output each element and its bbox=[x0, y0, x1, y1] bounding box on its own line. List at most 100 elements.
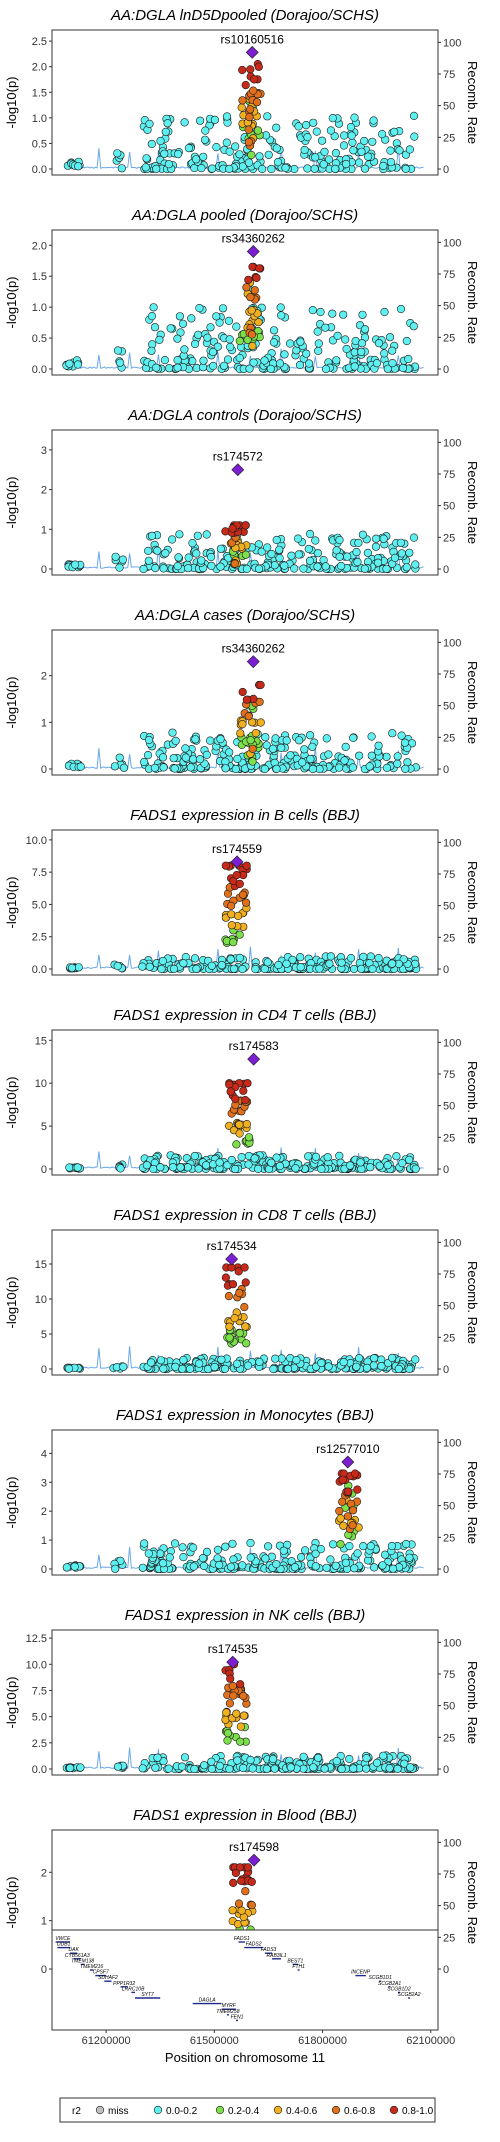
snp-point bbox=[239, 1763, 248, 1773]
snp-point bbox=[152, 363, 161, 372]
snp-point bbox=[226, 1674, 235, 1683]
snp-point bbox=[335, 1151, 344, 1160]
snp-point bbox=[280, 561, 289, 570]
gene-label: VWCE bbox=[55, 1936, 71, 1942]
snp-point bbox=[264, 150, 273, 159]
snp-point bbox=[248, 744, 257, 753]
snp-point bbox=[227, 1155, 236, 1165]
y2-tick-label: 25 bbox=[443, 332, 455, 344]
gene-label: TMEM216 bbox=[80, 1964, 103, 1970]
snp-point bbox=[385, 333, 395, 342]
snp-point bbox=[274, 960, 283, 970]
y-tick-label: 10 bbox=[35, 1078, 47, 1090]
gene-label: CPSF7 bbox=[93, 1970, 109, 1976]
snp-point bbox=[244, 712, 253, 721]
snp-point bbox=[178, 319, 188, 328]
snp-point bbox=[406, 1763, 415, 1772]
snp-point bbox=[235, 879, 244, 889]
snp-point bbox=[227, 910, 236, 919]
snp-point bbox=[320, 147, 329, 156]
snp-point bbox=[350, 113, 359, 122]
snp-point bbox=[337, 561, 346, 571]
snp-point bbox=[231, 1164, 240, 1174]
y-tick-label: 1.0 bbox=[32, 302, 47, 314]
snp-point bbox=[291, 1164, 300, 1173]
snp-point bbox=[139, 564, 148, 574]
snp-point bbox=[269, 326, 279, 335]
snp-point bbox=[190, 954, 200, 963]
snp-point bbox=[269, 1754, 278, 1764]
y-tick-label: 0 bbox=[41, 1364, 47, 1376]
y-tick-label: 1.5 bbox=[32, 87, 47, 99]
snp-point bbox=[251, 964, 260, 974]
snp-point bbox=[237, 1906, 246, 1915]
snp-point bbox=[237, 1152, 246, 1162]
x-tick-label: 62100000 bbox=[406, 2035, 455, 2047]
y-axis-label: -log10(p) bbox=[4, 1676, 19, 1728]
snp-point bbox=[267, 549, 276, 559]
snp-point bbox=[311, 1549, 320, 1558]
gene-label: SDHAF2 bbox=[98, 1975, 118, 1981]
y-tick-label: 1 bbox=[41, 1916, 47, 1928]
snp-point bbox=[358, 530, 368, 539]
snp-point bbox=[372, 534, 381, 543]
snp-point bbox=[241, 1887, 250, 1896]
snp-point bbox=[357, 964, 366, 973]
snp-point bbox=[176, 1163, 185, 1172]
snp-point bbox=[342, 344, 351, 354]
snp-point bbox=[235, 1863, 245, 1872]
snp-point bbox=[225, 1333, 234, 1342]
snp-point bbox=[158, 753, 168, 762]
snp-point bbox=[192, 964, 201, 974]
snp-point bbox=[189, 1562, 198, 1571]
snp-point bbox=[269, 1364, 278, 1374]
y-axis-label: -log10(p) bbox=[4, 676, 19, 728]
snp-point bbox=[321, 364, 331, 374]
snp-point bbox=[225, 1699, 234, 1708]
snp-point bbox=[165, 1553, 174, 1562]
legend-swatch bbox=[153, 2105, 163, 2115]
snp-point bbox=[195, 1359, 204, 1368]
regional-plot-panel: AA:DGLA controls (Dorajoo/SCHS) 0 1 2 3 0 25 50… bbox=[4, 407, 480, 576]
snp-point bbox=[235, 1288, 244, 1298]
snp-point bbox=[228, 1681, 237, 1691]
y-tick-label: 0.0 bbox=[32, 364, 47, 376]
y2-tick-label: 0 bbox=[443, 164, 449, 176]
snp-point bbox=[213, 342, 222, 351]
y-tick-label: 10.0 bbox=[26, 1659, 47, 1671]
snp-point bbox=[70, 1562, 79, 1571]
snp-point bbox=[215, 1560, 224, 1570]
snp-point bbox=[235, 150, 244, 159]
snp-point bbox=[215, 1158, 224, 1167]
snp-point bbox=[200, 1561, 209, 1571]
snp-point bbox=[311, 536, 320, 545]
snp-point bbox=[392, 1152, 401, 1161]
snp-point bbox=[260, 764, 269, 774]
snp-point bbox=[266, 364, 275, 374]
snp-point bbox=[402, 1539, 411, 1549]
y2-tick-label: 0 bbox=[443, 764, 449, 776]
snp-point bbox=[150, 323, 160, 332]
gene-track: VWCEDDB1DAKCYB561A3TMEM138TMEM216CPSF7SD… bbox=[51, 1929, 455, 2065]
snp-point bbox=[352, 547, 361, 557]
snp-point bbox=[355, 158, 364, 167]
gene-label: TMEM258 bbox=[216, 2009, 239, 2015]
snp-point bbox=[144, 735, 154, 745]
lead-snp-label: rs10160516 bbox=[221, 32, 285, 46]
snp-point bbox=[402, 336, 411, 346]
lead-snp-marker bbox=[231, 463, 245, 477]
snp-point bbox=[235, 1329, 244, 1338]
snp-point bbox=[255, 264, 264, 273]
snp-point bbox=[74, 162, 83, 171]
snp-point bbox=[244, 125, 253, 134]
snp-point bbox=[305, 359, 314, 368]
snp-point bbox=[360, 164, 370, 173]
snp-point bbox=[241, 550, 250, 559]
snp-point bbox=[164, 160, 173, 169]
snp-point bbox=[230, 559, 239, 568]
y2-axis-label: Recomb. Rate bbox=[465, 61, 480, 144]
panel-title: FADS1 expression in CD4 T cells (BBJ) bbox=[113, 1007, 376, 1024]
snp-point bbox=[115, 563, 124, 572]
snp-point bbox=[394, 1364, 403, 1373]
snp-point bbox=[388, 729, 397, 738]
